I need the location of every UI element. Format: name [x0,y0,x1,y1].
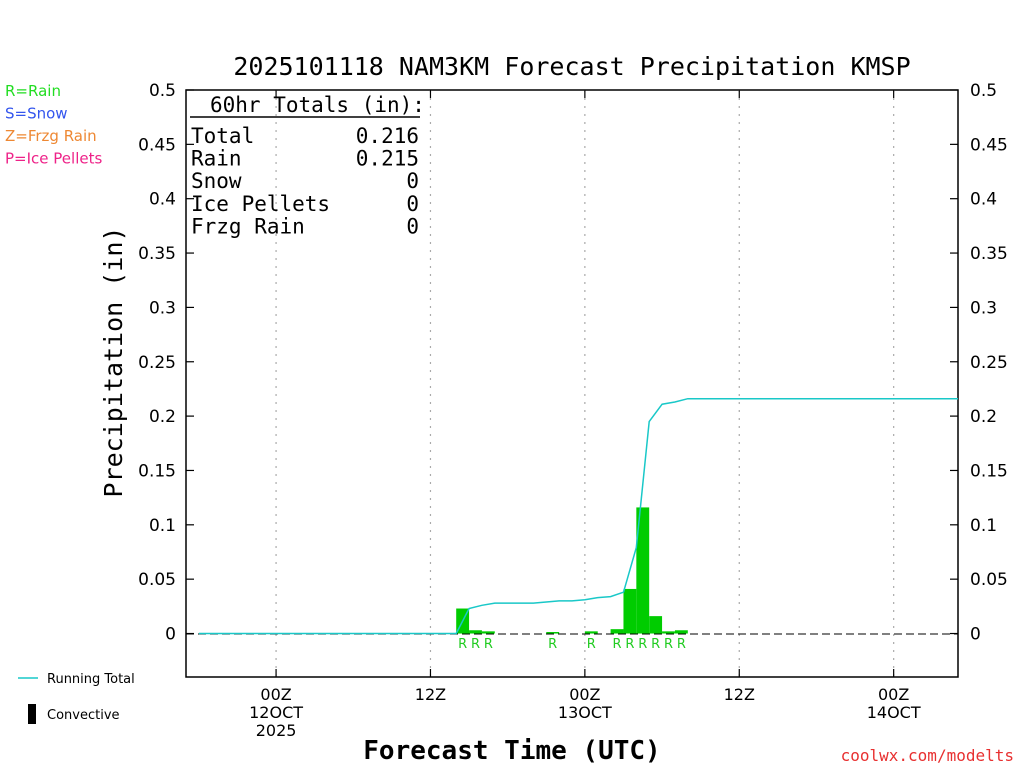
totals-row-label: Ice Pellets [191,192,330,216]
y-tick-label-left: 0.4 [149,190,176,210]
precip-bar [584,631,598,634]
ptype-label: R [471,637,480,652]
y-tick-label-left: 0.2 [149,407,176,427]
x-tick-label: 00Z [878,685,909,704]
chart-title: 2025101118 NAM3KM Forecast Precipitation… [233,52,910,81]
ptype-label: R [638,637,647,652]
precip-bar [674,630,688,634]
x-tick-label: 00Z [569,685,600,704]
totals-row-value: 0.216 [356,124,419,148]
precip-bar [662,631,675,634]
y-tick-label-right: 0.25 [970,353,1008,373]
convective-legend-swatch [28,704,36,724]
precip-bar [636,507,650,634]
y-tick-label-left: 0.35 [138,244,176,264]
totals-header: 60hr Totals (in): [210,93,425,117]
totals-row-label: Total [191,124,254,148]
ptype-label: R [613,637,622,652]
ptype-label: R [664,637,673,652]
y-tick-label-left: 0.5 [149,81,176,101]
totals-row-value: 0 [406,169,419,193]
series-legend-label: Convective [47,708,120,723]
plot-frame [185,89,959,678]
y-tick-label-right: 0.05 [970,570,1008,590]
x-tick-label: 12Z [724,685,755,704]
ptype-legend-item: P=Ice Pellets [5,150,102,168]
x-tick-label: 13OCT [558,703,612,722]
y-tick-label-left: 0.3 [149,298,176,318]
precip-bar [481,631,495,634]
y-tick-label-right: 0.15 [970,461,1008,481]
plot-area: 0 00.05 0.050.1 0.10.15 0.150.2 0.20.25 0.250.… [138,81,1008,740]
ptype-legend-item: R=Rain [5,82,61,100]
y-tick-label-right: 0.3 [970,298,997,318]
precip-bar [610,629,624,634]
y-tick-label-left: 0.45 [138,135,176,155]
totals-row-label: Frzg Rain [191,214,305,238]
credit-text: coolwx.com/modelts [841,746,1014,765]
ptype-label: R [587,637,596,652]
y-tick-label-left: 0.05 [138,570,176,590]
running-total-line [198,397,958,635]
totals-row-value: 0 [406,214,419,238]
y-tick-label-right: 0.45 [970,135,1008,155]
x-tick-label: 2025 [256,721,297,740]
series-legend-label: Running Total [47,672,135,687]
y-tick-label-left: 0 [165,625,176,645]
y-tick-label-left: 0.15 [138,461,176,481]
y-tick-label-right: 0.1 [970,516,997,536]
x-tick-label: 14OCT [867,703,921,722]
y-tick-label-left: 0.25 [138,353,176,373]
totals-row-label: Rain [191,147,242,171]
totals-rows: Total 0.216 Rain 0.215 Snow 0 Ice Pellets 0 Frzg… [191,124,419,238]
totals-box: 60hr Totals (in): Total 0.216 Rain 0.215 Sno… [190,93,425,238]
precip-bars [456,507,688,634]
totals-row-label: Snow [191,169,242,193]
precip-bar [649,616,663,634]
ptype-label: R [458,637,467,652]
x-tick-label: 12Z [415,685,446,704]
y-tick-label-right: 0.4 [970,190,997,210]
series-legend: Running Total Convective [18,672,135,724]
y-tick-label-right: 0.5 [970,81,997,101]
ptype-label: R [548,637,557,652]
y-tick-label-right: 0 [970,625,981,645]
y-tick-label-right: 0.2 [970,407,997,427]
x-grid [275,90,895,677]
y-tick-label-left: 0.1 [149,516,176,536]
y-tick-label-right: 0.35 [970,244,1008,264]
ptype-label: R [677,637,686,652]
x-tick-label: 00Z [260,685,291,704]
ptype-legend-item: S=Snow [5,105,68,123]
precip-type-legend: R=Rain S=Snow Z=Frzg Rain P=Ice Pellets [5,82,102,168]
ptype-label: R [625,637,634,652]
ptype-label: R [651,637,660,652]
ptype-legend-item: Z=Frzg Rain [5,127,97,145]
x-tick-label: 12OCT [249,703,303,722]
precip-bar [469,630,482,634]
ptype-label: R [484,637,493,652]
totals-row-value: 0 [406,192,419,216]
x-axis-label: Forecast Time (UTC) [363,736,660,766]
precip-bar [546,632,560,634]
y-axis: 0 00.05 0.050.1 0.10.15 0.150.2 0.20.25 0.250.… [138,81,1008,645]
precip-bar [623,588,637,634]
y-axis-label: Precipitation (in) [99,227,128,498]
totals-row-value: 0.215 [356,147,419,171]
